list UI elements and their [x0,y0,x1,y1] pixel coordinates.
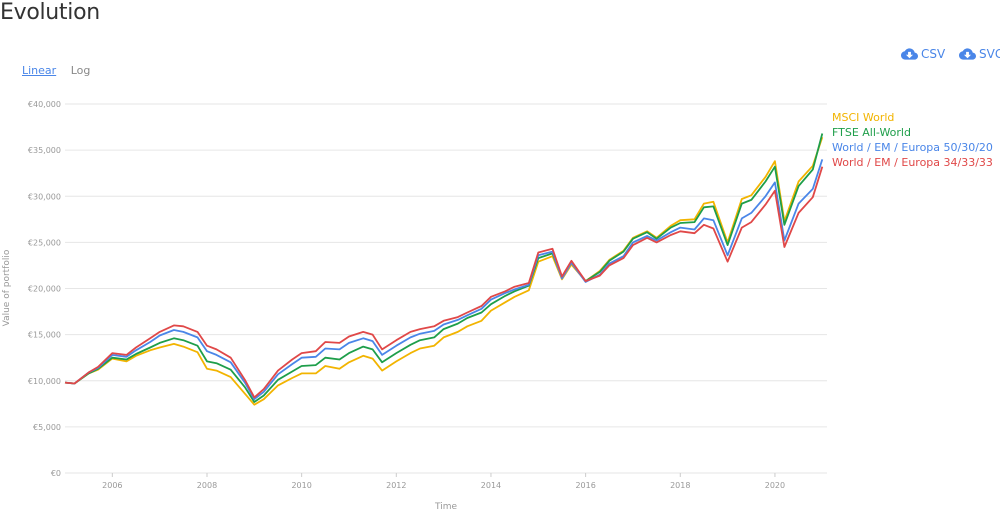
chart-series [64,133,824,406]
x-tick-label: 2006 [102,481,122,490]
export-svg-button[interactable]: SVG [959,47,1000,61]
y-tick-label: €5,000 [33,423,61,432]
y-tick-label: €40,000 [28,100,61,109]
y-tick-label: €20,000 [28,285,61,294]
y-tick-label: €10,000 [28,377,61,386]
scale-linear-link[interactable]: Linear [22,64,57,77]
x-tick-label: 2010 [291,481,311,490]
y-tick-label: €35,000 [28,146,61,155]
x-tick-label: 2014 [481,481,501,490]
export-csv-label: CSV [921,47,946,61]
cloud-download-icon [901,48,918,60]
cloud-download-icon [959,48,976,60]
y-axis-ticks: €0 €5,000 €10,000 €15,000 €20,000 €25,000 €30,… [28,100,61,478]
page-title: Evolution [0,0,100,25]
y-tick-label: €25,000 [28,238,61,247]
series-line [64,136,824,406]
x-tick-label: 2008 [197,481,217,490]
scale-log-link[interactable]: Log [70,64,91,77]
y-tick-label: €15,000 [28,331,61,340]
legend-item: World / EM / Europa 34/33/33 [832,156,993,169]
scale-toggle: Linear Log [22,64,101,77]
legend-item: MSCI World [832,111,894,124]
chart-legend: MSCI World FTSE All-World World / EM / Eur… [832,111,993,169]
x-tick-label: 2012 [386,481,406,490]
legend-item: FTSE All-World [832,126,911,139]
y-tick-label: €0 [51,469,61,478]
export-csv-button[interactable]: CSV [901,47,945,61]
export-svg-label: SVG [979,47,1000,61]
x-axis-title: Time [434,502,457,512]
x-tick-label: 2018 [670,481,690,490]
legend-item: World / EM / Europa 50/30/20 [832,141,993,154]
series-line [64,133,824,403]
x-axis-ticks: 2006 2008 2010 2012 2014 2016 2018 2020 [102,473,785,490]
y-axis-title: Value of portfolio [2,249,12,326]
x-tick-label: 2016 [575,481,595,490]
series-line [64,159,824,401]
series-line [64,166,824,399]
y-tick-label: €30,000 [28,192,61,201]
x-tick-label: 2020 [765,481,785,490]
chart-grid [65,103,827,474]
